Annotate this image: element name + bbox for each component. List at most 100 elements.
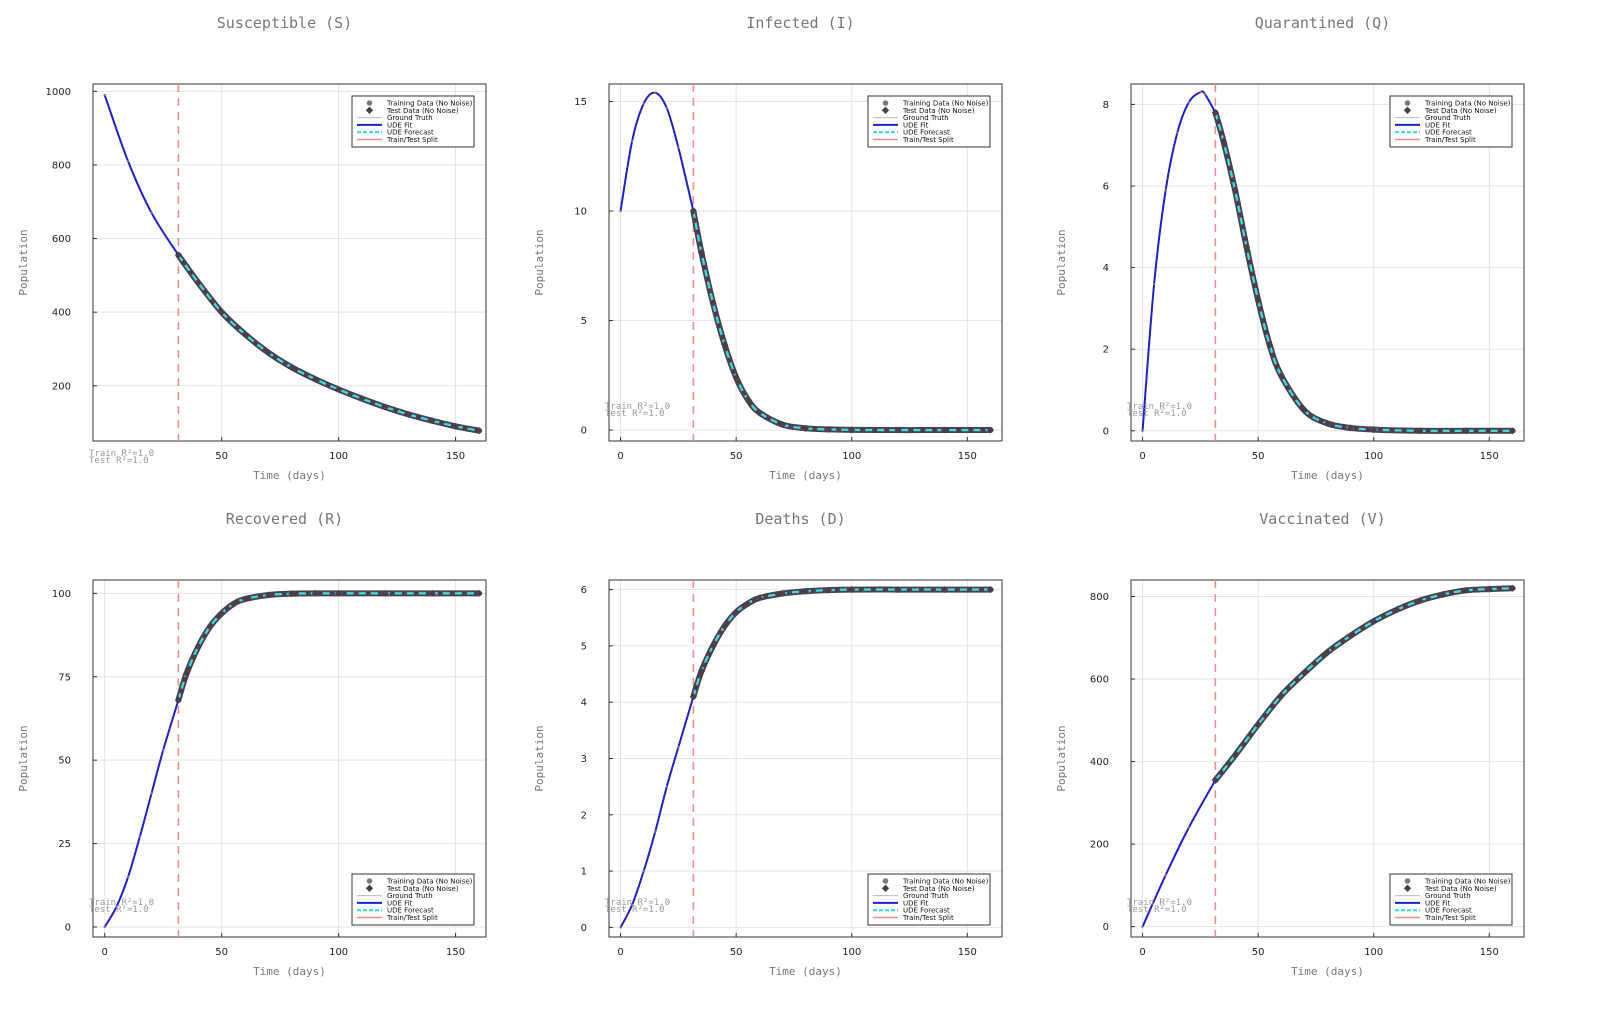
- y-tick-label: 1: [581, 867, 587, 878]
- legend-box: [1389, 873, 1513, 926]
- ude-forecast-line: [692, 210, 991, 432]
- test-data-point: [697, 249, 706, 257]
- test-data-point: [697, 667, 706, 675]
- test-data-point: [288, 590, 296, 598]
- x-tick-label: 150: [446, 451, 465, 462]
- x-tick-label: 150: [1480, 947, 1499, 958]
- legend: Training Data (No Noise)Test Data (No No…: [867, 873, 991, 926]
- test-data-point: [335, 385, 343, 394]
- x-tick-label: 150: [446, 947, 465, 958]
- x-tick-label: 50: [1252, 947, 1265, 958]
- test-data-point: [241, 330, 249, 338]
- test-data-point: [894, 586, 902, 594]
- training-data-point: [161, 748, 165, 752]
- test-data-series: [175, 590, 482, 704]
- test-data-point: [381, 589, 389, 597]
- r2-annotation: Test R²=1.0: [89, 905, 149, 915]
- legend-key-training: [366, 878, 373, 884]
- x-axis-label: Time (days): [253, 469, 326, 482]
- test-data-point: [894, 426, 902, 434]
- test-data-point: [218, 308, 226, 316]
- ude-fit-line: [619, 696, 695, 928]
- test-data-point: [732, 608, 740, 616]
- y-axis-label: Population: [533, 229, 546, 295]
- x-tick-label: 100: [842, 451, 861, 462]
- training-data-point: [630, 139, 634, 143]
- test-data-point: [986, 426, 994, 434]
- legend-label: UDE Fit: [1425, 121, 1451, 129]
- y-tick-label: 4: [1103, 263, 1109, 274]
- test-data-point: [194, 279, 202, 287]
- x-tick-label: 0: [617, 451, 623, 462]
- x-tick-label: 50: [1252, 451, 1265, 462]
- ude-forecast-line: [177, 254, 480, 432]
- x-axis-label: Time (days): [769, 965, 842, 978]
- r2-annotation: Train R²=1.0: [1127, 898, 1192, 908]
- chart-title: Infected (I): [746, 14, 854, 32]
- legend-label: UDE Forecast: [1425, 907, 1472, 915]
- test-data-point: [206, 623, 214, 631]
- training-data-point: [619, 209, 622, 213]
- training-data-point: [1152, 282, 1156, 286]
- training-data-point: [126, 875, 130, 879]
- test-data-point: [709, 642, 717, 650]
- x-tick-label: 150: [1480, 451, 1499, 462]
- x-tick-label: 50: [730, 451, 743, 462]
- test-data-point: [778, 589, 786, 598]
- training-data-point: [654, 91, 657, 94]
- test-data-point: [825, 425, 833, 433]
- r2-annotation: Train R²=1.0: [605, 402, 670, 412]
- y-tick-label: 100: [52, 589, 71, 600]
- ude-fit-line: [1141, 90, 1217, 431]
- y-tick-label: 400: [1090, 757, 1109, 768]
- legend-label: Ground Truth: [387, 114, 433, 122]
- legend-box: [351, 95, 475, 148]
- test-data-series: [690, 586, 994, 700]
- legend-label: UDE Fit: [387, 121, 413, 129]
- legend-key-test: [881, 106, 890, 114]
- test-data-point: [848, 586, 856, 594]
- test-data-point: [311, 375, 319, 383]
- r2-annotation: Train R²=1.0: [605, 898, 670, 908]
- training-data-point: [630, 903, 634, 907]
- training-data-point: [642, 869, 645, 873]
- x-tick-label: 50: [215, 947, 228, 958]
- legend-label: Train/Test Split: [386, 136, 438, 144]
- training-data-point: [138, 835, 141, 839]
- r2-annotation: Test R²=1.0: [89, 456, 149, 466]
- training-data-point: [1164, 873, 1167, 877]
- training-data-point: [619, 926, 622, 929]
- plot-frame: [1130, 83, 1525, 442]
- chart-title: Quarantined (Q): [1255, 14, 1390, 32]
- training-data-point: [1141, 429, 1144, 432]
- y-tick-label: 800: [52, 160, 71, 171]
- training-data-point: [103, 925, 106, 929]
- test-data-point: [778, 421, 786, 429]
- chart-title: Recovered (R): [226, 510, 343, 528]
- y-tick-label: 0: [1103, 426, 1109, 437]
- legend-label: UDE Fit: [1425, 899, 1451, 907]
- legend-label: UDE Forecast: [1425, 129, 1472, 137]
- test-data-point: [428, 589, 436, 597]
- test-data-point: [940, 586, 948, 594]
- legend-label: Training Data (No Noise): [902, 878, 989, 886]
- legend-label: Train/Test Split: [1424, 914, 1476, 922]
- legend-label: Train/Test Split: [1424, 136, 1476, 144]
- test-data-point: [381, 403, 389, 411]
- subplot-3: Quarantined (Q) 0 50 100 150 0 2 4 6 8 Time (days)…: [1055, 14, 1525, 482]
- legend: Training Data (No Noise)Test Data (No No…: [867, 95, 991, 148]
- legend-label: Train/Test Split: [902, 136, 954, 144]
- training-data-point: [103, 93, 106, 97]
- ude-fit-line: [103, 699, 180, 928]
- plot-frame: [1130, 579, 1525, 938]
- training-data-point: [1187, 101, 1190, 104]
- legend-label: UDE Forecast: [387, 129, 434, 137]
- test-data-point: [744, 395, 752, 403]
- legend-label: UDE Fit: [903, 121, 929, 129]
- r2-annotation: Train R²=1.0: [89, 449, 154, 459]
- x-tick-label: 50: [215, 451, 228, 462]
- subplot-5: Deaths (D) 0 50 100 150 0 1 2 3 4 5 6 Time (days) Pop…: [533, 510, 1003, 978]
- test-data-point: [848, 426, 856, 434]
